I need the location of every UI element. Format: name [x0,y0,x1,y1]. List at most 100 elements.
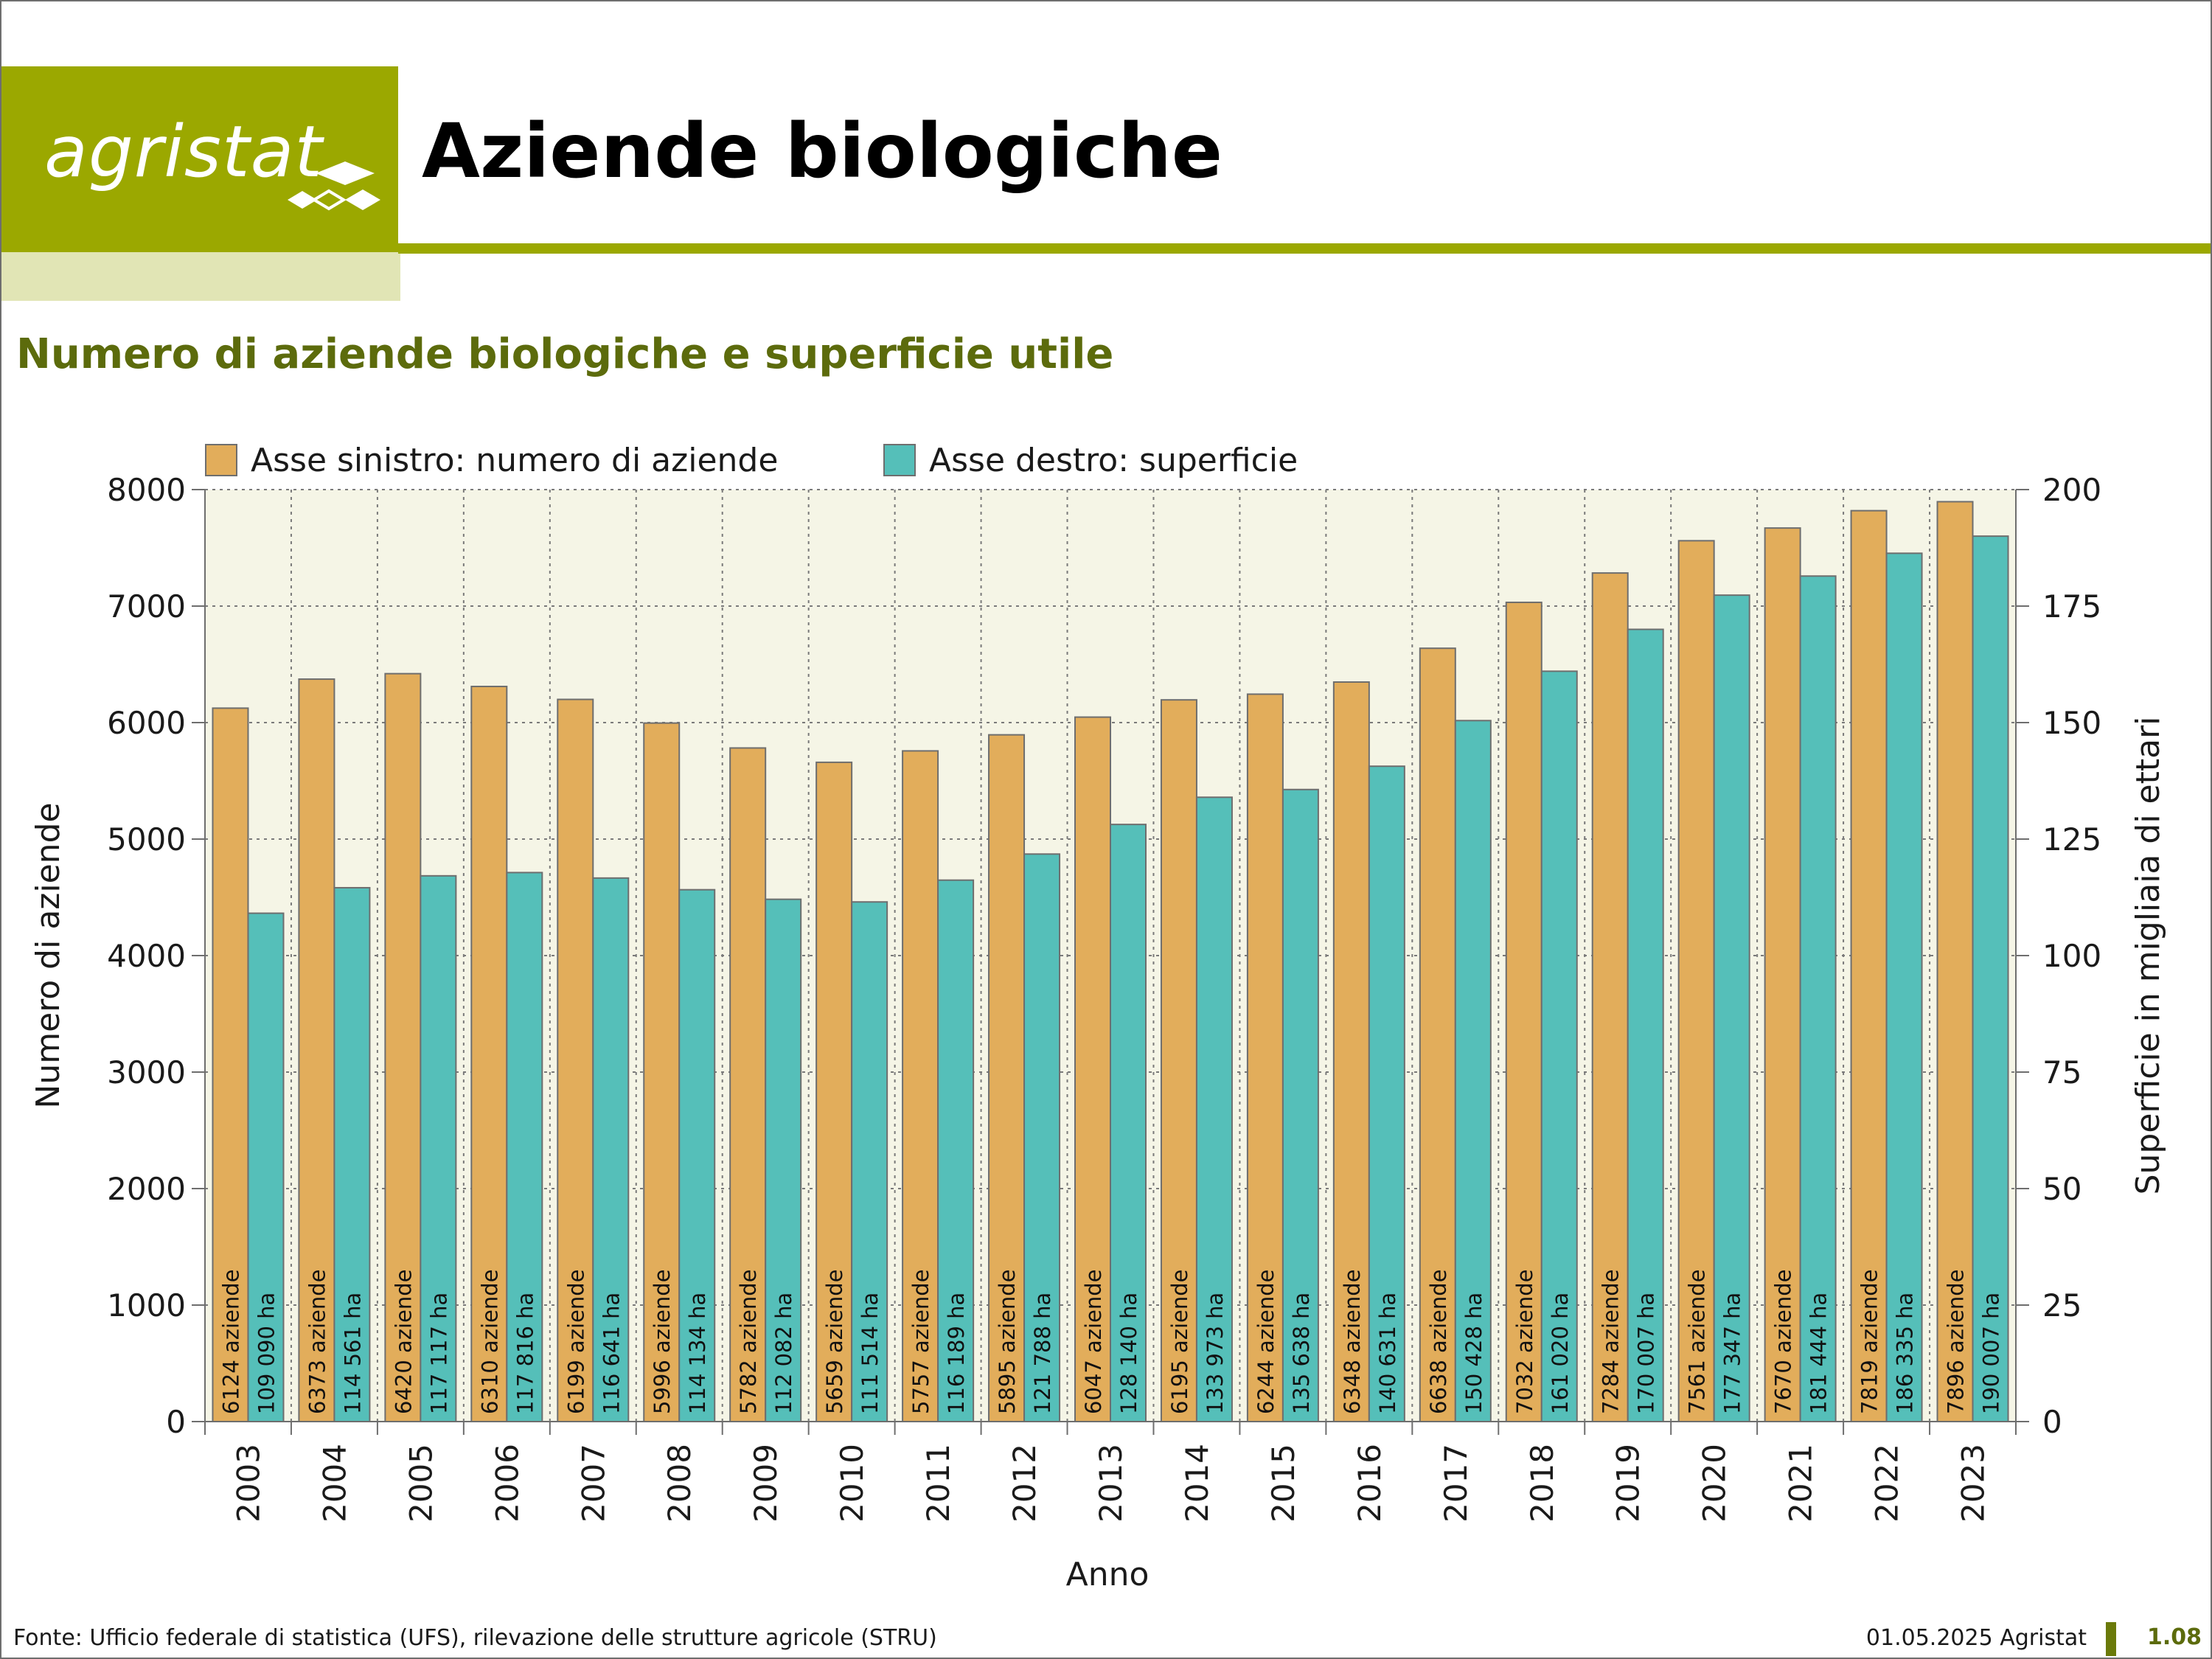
data-label-aziende: 6124 aziende [218,1269,243,1414]
chart-subtitle: Numero di aziende biologiche e superfici… [16,330,1114,378]
data-label-aziende: 5659 aziende [822,1269,847,1414]
page-number: 1.08 [2147,1624,2202,1650]
legend-label-superficie: Asse destro: superficie [929,441,1298,479]
x-tick-label: 2022 [1869,1444,1905,1523]
data-label-aziende: 5757 aziende [908,1269,933,1414]
y-tick-label-left: 4000 [107,938,186,974]
x-tick-label: 2010 [834,1444,870,1523]
y-tick-label-right: 25 [2042,1287,2081,1324]
data-label-aziende: 7819 aziende [1857,1269,1882,1414]
bar-superficie [1627,628,1664,1422]
footer-divider [2106,1622,2116,1656]
y-tick-label-left: 5000 [107,821,186,858]
y-tick-label-left: 7000 [107,588,186,625]
logo-diamonds-icon [288,161,380,211]
data-label-superficie: 117 117 ha [426,1293,451,1414]
x-tick-label: 2003 [230,1444,266,1523]
bar-aziende [384,672,422,1422]
bar-superficie [678,888,716,1422]
legend-label-aziende: Asse sinistro: numero di aziende [251,441,779,479]
y-tick-label-right: 50 [2042,1171,2081,1207]
data-label-aziende: 6195 aziende [1167,1269,1192,1414]
data-label-superficie: 135 638 ha [1289,1293,1314,1414]
data-label-superficie: 181 444 ha [1806,1293,1832,1414]
data-label-superficie: 109 090 ha [254,1293,279,1414]
bar-superficie [1023,853,1061,1422]
data-label-aziende: 7284 aziende [1599,1269,1624,1414]
y-tick-label-left: 3000 [107,1054,186,1091]
bar-superficie [937,879,975,1422]
data-label-superficie: 170 007 ha [1634,1293,1659,1414]
bar-superficie [1885,552,1923,1422]
x-tick-label: 2004 [316,1444,352,1523]
data-label-superficie: 114 134 ha [685,1293,710,1414]
x-tick-label: 2023 [1955,1444,1992,1523]
data-label-aziende: 6244 aziende [1253,1269,1279,1414]
x-tick-label: 2006 [489,1444,525,1523]
bar-aziende [988,734,1026,1422]
header-rule [398,243,2211,254]
x-tick-label: 2012 [1006,1444,1043,1523]
data-label-superficie: 114 561 ha [340,1293,365,1414]
data-label-aziende: 6047 aziende [1081,1269,1106,1414]
data-label-aziende: 6310 aziende [477,1269,502,1414]
legend-swatch-aziende [205,444,237,476]
data-label-aziende: 5996 aziende [650,1269,675,1414]
y-tick-label-right: 150 [2042,705,2101,741]
bar-aziende [1764,527,1801,1422]
legend-item-superficie: Asse destro: superficie [883,439,1298,481]
x-tick-label: 2011 [920,1444,956,1523]
bar-aziende [815,761,853,1423]
data-label-superficie: 161 020 ha [1548,1293,1573,1414]
data-label-superficie: 190 007 ha [1979,1293,2004,1414]
data-label-superficie: 140 631 ha [1375,1293,1400,1414]
data-label-superficie: 177 347 ha [1720,1293,1745,1414]
data-label-superficie: 111 514 ha [858,1293,883,1414]
x-tick-label: 2009 [748,1444,784,1523]
data-label-superficie: 121 788 ha [1030,1293,1055,1414]
x-tick-label: 2018 [1524,1444,1560,1523]
bar-superficie [592,877,630,1422]
agristat-logo [1,66,398,252]
x-tick-label: 2021 [1783,1444,1819,1523]
x-tick-label: 2016 [1352,1444,1388,1523]
data-label-superficie: 150 428 ha [1461,1293,1486,1414]
page-title: Aziende biologiche [422,108,1223,195]
x-tick-label: 2015 [1265,1444,1301,1523]
footer-source: Fonte: Ufficio federale di statistica (U… [13,1625,937,1651]
y-tick-label-left: 0 [166,1404,186,1440]
x-tick-label: 2008 [661,1444,698,1523]
data-label-aziende: 7032 aziende [1512,1269,1537,1414]
x-tick-label: 2013 [1093,1444,1129,1523]
y-tick-label-left: 8000 [107,472,186,508]
bar-superficie [1368,765,1405,1422]
bar-superficie [1195,796,1233,1422]
bar-aziende [902,750,939,1422]
data-label-aziende: 6638 aziende [1426,1269,1451,1414]
y-tick-label-left: 6000 [107,705,186,741]
data-label-aziende: 5782 aziende [736,1269,761,1414]
x-tick-label: 2019 [1610,1444,1646,1523]
x-axis-title: Anno [1066,1556,1150,1593]
bar-superficie [1110,824,1147,1422]
bar-aziende [1850,509,1888,1422]
y-tick-label-left: 1000 [107,1287,186,1324]
bar-superficie [1454,720,1492,1422]
x-tick-label: 2007 [575,1444,611,1523]
data-label-superficie: 117 816 ha [512,1293,538,1414]
data-label-superficie: 128 140 ha [1116,1293,1141,1414]
data-label-superficie: 116 641 ha [599,1293,624,1414]
data-label-aziende: 7896 aziende [1944,1269,1969,1414]
data-label-aziende: 5895 aziende [995,1269,1020,1414]
y-tick-label-right: 75 [2042,1054,2081,1091]
bar-superficie [851,901,888,1423]
data-label-aziende: 6199 aziende [563,1269,588,1414]
x-tick-label: 2005 [403,1444,439,1523]
y-tick-label-right: 175 [2042,588,2101,625]
footer-date: 01.05.2025 Agristat [1865,1625,2087,1651]
bar-aziende [212,707,249,1422]
y-tick-label-left: 2000 [107,1171,186,1207]
legend-swatch-superficie [883,444,916,476]
